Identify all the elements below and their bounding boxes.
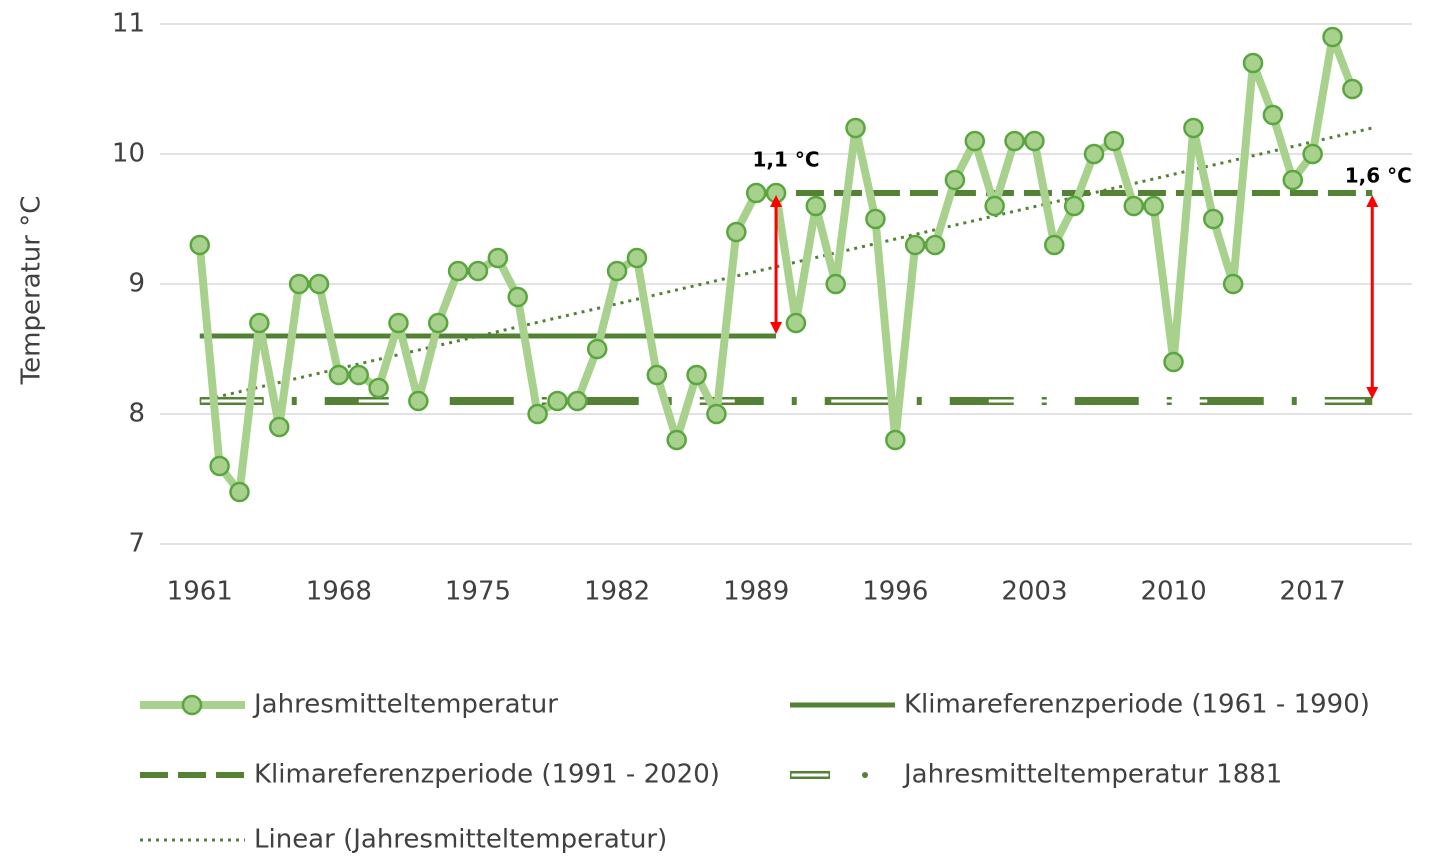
legend-label: Klimareferenzperiode (1961 - 1990)	[904, 690, 1370, 720]
x-tick-label: 1989	[723, 577, 789, 607]
y-tick-label: 7	[128, 529, 145, 559]
y-tick-label: 8	[128, 399, 145, 429]
marker	[964, 130, 986, 152]
marker	[706, 403, 727, 425]
marker	[447, 260, 469, 282]
marker	[1203, 208, 1224, 230]
x-tick-label: 1996	[862, 577, 928, 607]
marker	[348, 364, 369, 386]
marker	[1103, 130, 1125, 152]
annotation: 1,6 °C	[1345, 164, 1412, 188]
marker	[1083, 143, 1105, 165]
marker	[845, 117, 866, 139]
marker	[1342, 78, 1363, 100]
y-tick-label: 11	[112, 9, 145, 39]
marker	[1322, 26, 1343, 48]
marker	[825, 273, 846, 295]
marker	[328, 364, 350, 386]
marker	[885, 429, 906, 451]
marker	[1282, 169, 1304, 191]
marker	[189, 234, 210, 256]
marker	[944, 169, 966, 191]
marker	[507, 286, 528, 308]
marker	[268, 416, 290, 438]
marker	[567, 390, 588, 412]
marker	[209, 455, 230, 477]
y-tick-label: 9	[128, 269, 145, 299]
marker	[408, 390, 429, 412]
marker	[229, 481, 250, 503]
marker	[308, 273, 330, 295]
marker	[427, 312, 449, 334]
legend-label: Jahresmitteltemperatur 1881	[902, 760, 1282, 790]
marker	[924, 234, 946, 256]
y-axis-label: Temperatur °C	[17, 196, 47, 386]
marker	[467, 260, 489, 282]
x-tick-label: 2010	[1140, 577, 1206, 607]
marker	[805, 195, 827, 217]
marker	[1242, 52, 1264, 74]
marker	[984, 195, 1005, 217]
legend-symbol	[181, 694, 203, 716]
marker	[1123, 195, 1145, 217]
marker	[785, 312, 807, 334]
marker	[547, 390, 568, 412]
marker	[487, 247, 509, 269]
marker	[388, 312, 409, 334]
marker	[686, 364, 707, 386]
marker	[865, 208, 886, 230]
marker	[1302, 143, 1323, 165]
x-tick-label: 2017	[1280, 577, 1346, 607]
marker	[1024, 130, 1045, 152]
marker	[249, 312, 270, 334]
x-tick-label: 1961	[167, 577, 233, 607]
annotation: 1,1 °C	[753, 148, 820, 172]
marker	[1163, 351, 1184, 373]
marker	[606, 260, 628, 282]
x-tick-label: 2003	[1001, 577, 1067, 607]
marker	[1044, 234, 1065, 256]
marker	[1222, 273, 1244, 295]
marker	[1004, 130, 1025, 152]
legend-symbol	[862, 772, 868, 778]
marker	[904, 234, 926, 256]
marker	[1183, 117, 1204, 139]
marker	[368, 377, 389, 399]
marker	[765, 182, 787, 204]
marker	[288, 273, 310, 295]
legend-label: Klimareferenzperiode (1991 - 2020)	[254, 760, 720, 790]
legend-label: Linear (Jahresmitteltemperatur)	[254, 825, 667, 855]
marker	[626, 247, 648, 269]
x-tick-label: 1968	[306, 577, 372, 607]
x-tick-label: 1975	[445, 577, 511, 607]
y-tick-label: 10	[112, 139, 145, 169]
marker	[527, 403, 548, 425]
x-tick-label: 1982	[584, 577, 650, 607]
marker	[745, 182, 767, 204]
legend-label: Jahresmitteltemperatur	[252, 690, 558, 720]
marker	[1063, 195, 1085, 217]
marker	[586, 338, 608, 360]
marker	[646, 364, 668, 386]
marker	[1143, 195, 1164, 217]
marker	[726, 221, 747, 243]
marker	[666, 429, 687, 451]
marker	[1262, 104, 1284, 126]
